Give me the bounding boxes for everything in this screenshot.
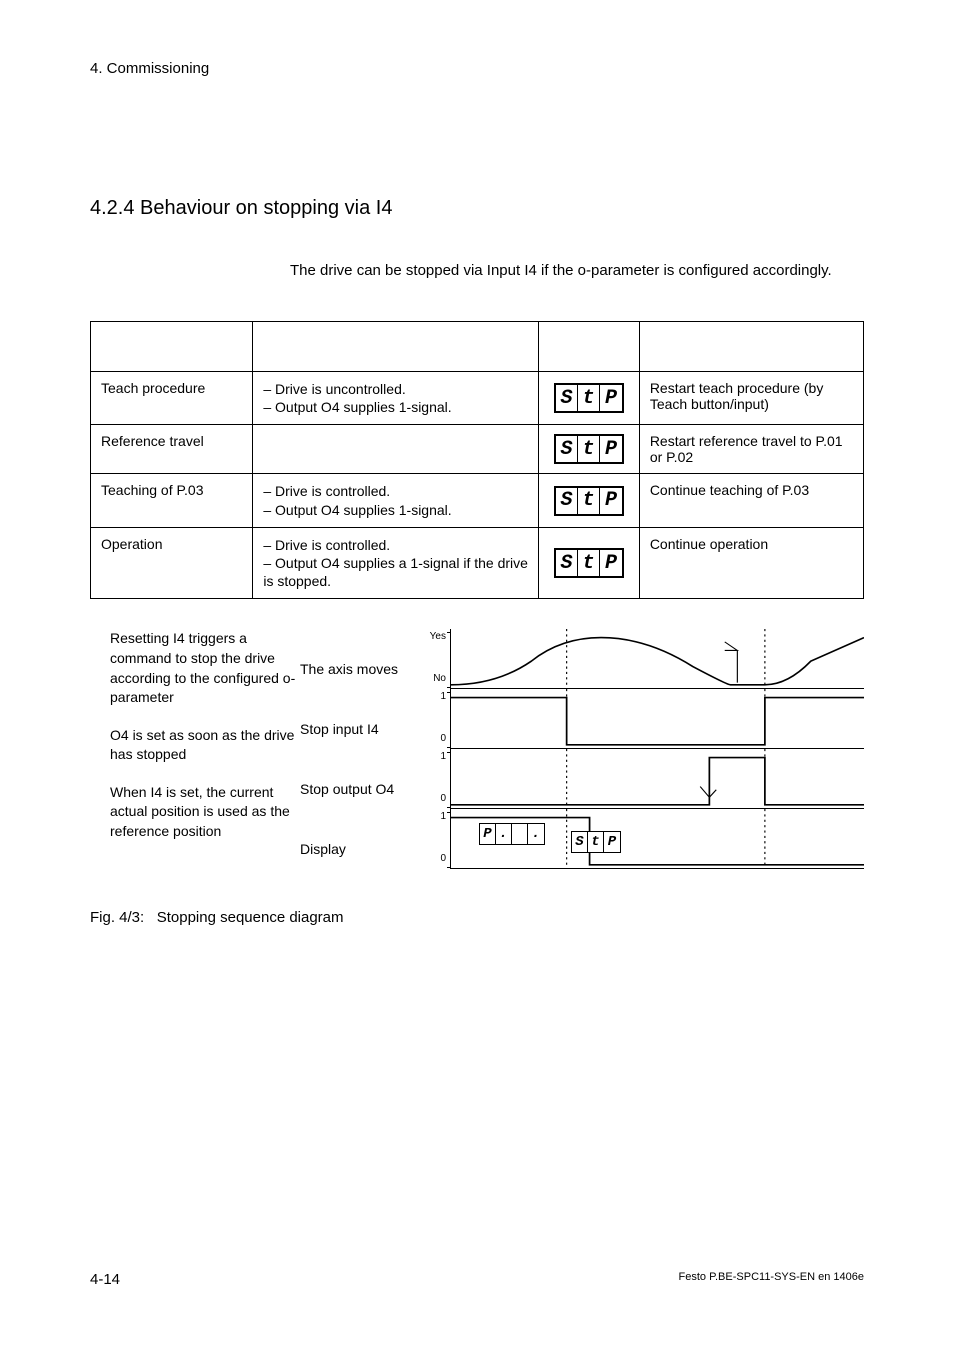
phase-cell: Teaching of P.03	[91, 474, 253, 527]
list-item: Drive is controlled.	[263, 482, 528, 500]
figure-caption: Fig. 4/3: Stopping sequence diagram	[90, 909, 864, 926]
diagram-note: O4 is set as soon as the drive has stopp…	[110, 726, 300, 765]
row-label: Display	[300, 819, 420, 879]
behaviour-table: Teach procedureDrive is uncontrolled.Out…	[90, 321, 864, 599]
row-label: Stop input I4	[300, 699, 420, 759]
seven-segment-display: StP	[554, 434, 624, 464]
display-cell: StP	[539, 425, 639, 474]
segment-char: t	[578, 550, 600, 576]
section-number: 4.2.4	[90, 197, 134, 219]
seven-segment-display: StP	[554, 486, 624, 516]
list-item: Output O4 supplies 1-signal.	[263, 501, 528, 519]
table-row: Teaching of P.03Drive is controlled.Outp…	[91, 474, 864, 527]
doc-id: Festo P.BE-SPC11-SYS-EN en 1406e	[679, 1271, 864, 1288]
table-row: Teach procedureDrive is uncontrolled.Out…	[91, 372, 864, 425]
continue-cell: Restart reference travel to P.01 or P.02	[639, 425, 863, 474]
segment-char: S	[556, 488, 578, 514]
intro-text: The drive can be stopped via Input I4 if…	[290, 260, 864, 281]
segment-char: t	[578, 436, 600, 462]
table-row: Reference travel StP Restart reference tra…	[91, 425, 864, 474]
continue-cell: Continue operation	[639, 527, 863, 599]
diagram-section: Resetting I4 triggers a command to stop …	[90, 629, 864, 879]
segment-char: .	[496, 824, 512, 844]
reaction-cell: Drive is controlled.Output O4 supplies a…	[253, 527, 539, 599]
chart-plot	[450, 749, 864, 809]
section-title: 4.2.4 Behaviour on stopping via I4	[90, 197, 864, 220]
segment-char: S	[556, 436, 578, 462]
figure-label: Fig. 4/3:	[90, 909, 144, 926]
diagram-note: When I4 is set, the current actual posit…	[110, 783, 300, 842]
chart-plot	[450, 629, 864, 689]
segment-char: t	[578, 488, 600, 514]
y-axis-labels: 10	[420, 749, 450, 809]
segment-char	[512, 824, 528, 844]
phase-cell: Reference travel	[91, 425, 253, 474]
phase-cell: Teach procedure	[91, 372, 253, 425]
chart-row: 10	[420, 749, 864, 809]
row-label: Stop output O4	[300, 759, 420, 819]
segment-char: P	[480, 824, 496, 844]
y-axis-labels: 10	[420, 809, 450, 869]
display-cell: StP	[539, 527, 639, 599]
continue-cell: Restart teach procedure (by Teach button…	[639, 372, 863, 425]
figure-text: Stopping sequence diagram	[157, 909, 344, 926]
diagram-row-labels: The axis moves Stop input I4 Stop output…	[300, 629, 420, 879]
segment-char: S	[572, 832, 588, 852]
diagram-notes: Resetting I4 triggers a command to stop …	[90, 629, 300, 879]
segment-char: .	[528, 824, 544, 844]
display-cell: StP	[539, 372, 639, 425]
list-item: Drive is uncontrolled.	[263, 380, 528, 398]
chart-row: YesNo	[420, 629, 864, 689]
list-item: Output O4 supplies a 1-signal if the dri…	[263, 554, 528, 590]
table-header-row	[91, 322, 864, 372]
reaction-cell: Drive is uncontrolled.Output O4 supplies…	[253, 372, 539, 425]
segment-char: P	[604, 832, 620, 852]
seven-segment-display: StP	[571, 831, 621, 853]
segment-char: P	[600, 488, 622, 514]
segment-char: t	[588, 832, 604, 852]
seven-segment-display: StP	[554, 548, 624, 578]
chart-row: 10 P..StP	[420, 809, 864, 869]
diagram-note: Resetting I4 triggers a command to stop …	[110, 629, 300, 707]
segment-char: S	[556, 550, 578, 576]
table-row: OperationDrive is controlled.Output O4 s…	[91, 527, 864, 599]
chart-row: 10	[420, 689, 864, 749]
segment-char: P	[600, 385, 622, 411]
segment-char: t	[578, 385, 600, 411]
segment-char: P	[600, 550, 622, 576]
row-label: The axis moves	[300, 639, 420, 699]
reaction-cell	[253, 425, 539, 474]
page-footer: 4-14 Festo P.BE-SPC11-SYS-EN en 1406e	[90, 1271, 864, 1288]
y-axis-labels: 10	[420, 689, 450, 749]
list-item: Output O4 supplies 1-signal.	[263, 398, 528, 416]
chapter-header: 4. Commissioning	[90, 60, 864, 77]
segment-char: S	[556, 385, 578, 411]
section-title-text: Behaviour on stopping via I4	[140, 197, 392, 219]
diagram-chart: YesNo 10 10 10 P..StP	[420, 629, 864, 879]
display-cell: StP	[539, 474, 639, 527]
seven-segment-display: P..	[479, 823, 545, 845]
y-axis-labels: YesNo	[420, 629, 450, 689]
chart-plot	[450, 689, 864, 749]
list-item: Drive is controlled.	[263, 536, 528, 554]
phase-cell: Operation	[91, 527, 253, 599]
continue-cell: Continue teaching of P.03	[639, 474, 863, 527]
seven-segment-display: StP	[554, 383, 624, 413]
segment-char: P	[600, 436, 622, 462]
chart-plot: P..StP	[450, 809, 864, 869]
reaction-cell: Drive is controlled.Output O4 supplies 1…	[253, 474, 539, 527]
page-number: 4-14	[90, 1271, 120, 1288]
